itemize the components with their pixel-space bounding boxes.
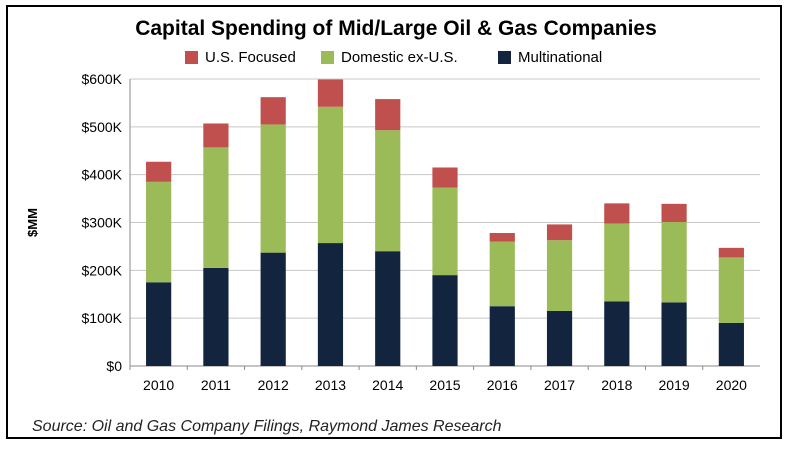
bar-domestic-ex-u-s-2015 bbox=[432, 187, 458, 276]
x-tick-label: 2013 bbox=[315, 377, 346, 393]
bar-u-s-focused-2018 bbox=[604, 203, 630, 224]
legend-label: Domestic ex-U.S. bbox=[341, 49, 458, 66]
chart-title: Capital Spending of Mid/Large Oil & Gas … bbox=[135, 17, 657, 40]
y-tick-label: $400K bbox=[82, 167, 123, 183]
y-tick-label: $100K bbox=[82, 310, 123, 326]
bar-domestic-ex-u-s-2018 bbox=[604, 223, 630, 302]
bar-multinational-2013 bbox=[317, 243, 344, 366]
legend-swatch bbox=[185, 51, 198, 64]
bar-u-s-focused-2019 bbox=[661, 203, 687, 223]
y-tick-label: $0 bbox=[106, 358, 122, 374]
bar-domestic-ex-u-s-2011 bbox=[203, 147, 229, 268]
y-axis-label: $MM bbox=[25, 208, 40, 237]
bar-u-s-focused-2011 bbox=[203, 123, 229, 148]
x-tick-label: 2020 bbox=[716, 377, 747, 393]
x-tick-label: 2017 bbox=[544, 377, 575, 393]
bar-u-s-focused-2017 bbox=[546, 224, 573, 241]
bar-multinational-2018 bbox=[604, 301, 630, 366]
bar-multinational-2019 bbox=[661, 302, 687, 366]
bar-domestic-ex-u-s-2010 bbox=[146, 181, 172, 283]
chart-canvas: $0 $100K $200K $300K $400K $500K $600K 2010 2011… bbox=[25, 49, 760, 393]
chart-frame: Capital Spending of Mid/Large Oil & Gas … bbox=[6, 5, 782, 439]
x-tick-label: 2016 bbox=[487, 377, 518, 393]
y-tick-label: $200K bbox=[82, 262, 123, 278]
bar-u-s-focused-2012 bbox=[260, 97, 286, 125]
bar-multinational-2010 bbox=[146, 282, 172, 366]
x-tick-label: 2019 bbox=[659, 377, 690, 393]
bar-domestic-ex-u-s-2020 bbox=[718, 257, 744, 323]
x-tick-label: 2014 bbox=[372, 377, 403, 393]
x-tick-label: 2011 bbox=[201, 377, 231, 393]
bar-domestic-ex-u-s-2013 bbox=[317, 106, 344, 244]
bar-u-s-focused-2020 bbox=[718, 247, 744, 258]
bar-u-s-focused-2010 bbox=[146, 161, 172, 182]
x-tick-label: 2010 bbox=[143, 377, 174, 393]
bar-domestic-ex-u-s-2012 bbox=[260, 124, 286, 253]
y-tick-label: $500K bbox=[82, 119, 123, 135]
bar-u-s-focused-2016 bbox=[489, 233, 515, 242]
y-tick-label: $300K bbox=[82, 215, 123, 231]
bar-multinational-2014 bbox=[375, 251, 401, 366]
bar-domestic-ex-u-s-2016 bbox=[489, 241, 515, 307]
y-tick-label: $600K bbox=[82, 71, 123, 87]
legend-swatch bbox=[321, 51, 334, 64]
bar-domestic-ex-u-s-2014 bbox=[375, 130, 401, 252]
bar-multinational-2020 bbox=[718, 322, 744, 366]
bar-domestic-ex-u-s-2019 bbox=[661, 222, 687, 303]
legend-swatch bbox=[498, 51, 511, 64]
bar-multinational-2011 bbox=[203, 267, 229, 366]
bar-domestic-ex-u-s-2017 bbox=[546, 240, 573, 311]
x-tick-label: 2012 bbox=[258, 377, 289, 393]
x-tick-label: 2018 bbox=[601, 377, 632, 393]
legend-label: Multinational bbox=[518, 49, 602, 66]
source-note: Source: Oil and Gas Company Filings, Ray… bbox=[32, 418, 502, 435]
bar-u-s-focused-2015 bbox=[432, 167, 458, 188]
bar-u-s-focused-2013 bbox=[317, 79, 344, 107]
bar-multinational-2016 bbox=[489, 306, 515, 366]
bar-multinational-2017 bbox=[546, 310, 573, 366]
bar-u-s-focused-2014 bbox=[375, 99, 401, 131]
bar-multinational-2015 bbox=[432, 275, 458, 366]
x-tick-label: 2015 bbox=[429, 377, 460, 393]
legend-label: U.S. Focused bbox=[205, 49, 296, 66]
bar-multinational-2012 bbox=[260, 252, 286, 366]
